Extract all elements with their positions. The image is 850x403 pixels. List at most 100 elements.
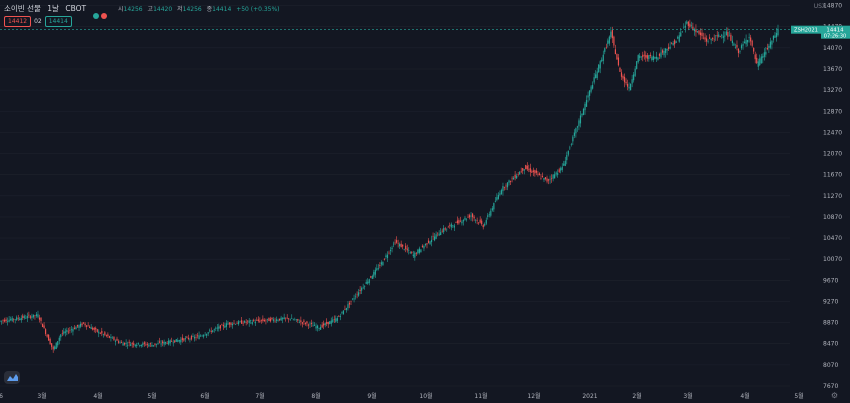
candle-body <box>511 178 513 180</box>
candle-body <box>628 86 630 89</box>
candle-body <box>411 251 413 253</box>
candle-body <box>610 31 612 38</box>
candle-body <box>753 47 755 52</box>
candle-body <box>482 225 484 228</box>
candle-body <box>742 44 744 46</box>
candle-body <box>740 45 743 49</box>
candle-body <box>479 219 481 223</box>
candle-body <box>756 57 758 63</box>
candle-body <box>698 30 700 34</box>
candle-body <box>20 318 22 321</box>
time-tick-label: 2월 <box>632 392 641 400</box>
candle-body <box>192 336 194 337</box>
candle-body <box>140 344 142 347</box>
candle-body <box>204 334 206 336</box>
candle-body <box>666 48 668 51</box>
candle-body <box>657 57 659 60</box>
candle-body <box>63 331 65 334</box>
candle-body <box>471 213 474 218</box>
ask-button[interactable]: 14414 <box>44 16 72 27</box>
time-tick-label: 6월 <box>200 392 209 400</box>
price-tick-label: 14870 <box>823 3 842 10</box>
candle-body <box>48 334 50 341</box>
candle-body <box>417 249 419 254</box>
candle-body <box>576 126 579 128</box>
candle-body <box>661 50 664 53</box>
candle-body <box>528 169 530 170</box>
candle-body <box>215 327 217 329</box>
candle-body <box>455 222 457 223</box>
time-tick-label: 11월 <box>474 392 487 400</box>
candle-body <box>481 220 483 225</box>
candle-body <box>520 171 522 172</box>
candle-body <box>277 320 279 321</box>
candle-series <box>0 19 779 353</box>
candle-body <box>461 221 463 224</box>
open-value: 14256 <box>123 6 143 13</box>
candle-body <box>254 321 256 324</box>
candle-body <box>450 224 452 228</box>
candle-body <box>263 320 265 322</box>
symbol-name[interactable]: 소이빈 선물 <box>4 4 41 13</box>
candle-body <box>102 334 104 335</box>
candle-body <box>371 275 373 279</box>
candle-body <box>563 163 565 166</box>
candle-body <box>300 320 302 322</box>
price-tick-label: 10470 <box>823 235 842 242</box>
candle-body <box>420 249 422 253</box>
candle-body <box>592 84 594 89</box>
candle-body <box>459 220 462 222</box>
candle-body <box>350 300 352 302</box>
candle-body <box>257 319 259 321</box>
spread-value: 02 <box>34 18 42 25</box>
candle-body <box>124 342 126 345</box>
candle-body <box>66 329 68 332</box>
candle-body <box>438 233 440 236</box>
bid-button[interactable]: 14412 <box>4 16 32 27</box>
price-tick-label: 9670 <box>823 277 838 284</box>
candle-body <box>72 328 74 332</box>
candle-body <box>199 335 202 337</box>
candle-body <box>338 316 340 318</box>
candle-body <box>607 40 609 44</box>
candle-body <box>336 318 338 321</box>
chart-header: 소이빈 선물 1날 CBOT <box>4 3 90 14</box>
candle-body <box>497 194 500 199</box>
candle-body <box>81 323 83 326</box>
candle-body <box>247 320 249 322</box>
candle-body <box>774 35 776 38</box>
ohlc-legend: 시14256 고14420 저14256 종14414 +50 (+0.35%) <box>118 4 283 13</box>
candle-body <box>6 321 9 322</box>
candle-body <box>256 319 258 321</box>
time-tick-label: 5월 <box>794 392 803 400</box>
candle-body <box>125 342 127 344</box>
candle-body <box>347 304 349 309</box>
candle-body <box>309 323 311 325</box>
candle-body <box>508 180 510 183</box>
time-tick-label: 12월 <box>527 392 540 400</box>
candle-body <box>26 316 28 319</box>
candle-body <box>345 307 348 310</box>
candle-body <box>95 327 97 330</box>
candle-body <box>701 32 703 37</box>
candle-body <box>96 329 98 332</box>
candle-body <box>342 310 345 315</box>
time-tick-label: 4월 <box>740 392 749 400</box>
candle-body <box>248 320 250 324</box>
candle-body <box>361 288 363 291</box>
candle-body <box>154 343 156 345</box>
candle-body <box>777 28 779 36</box>
candle-body <box>142 343 144 346</box>
candle-body <box>760 56 762 64</box>
tradingview-logo-icon[interactable] <box>4 371 20 384</box>
interval-label[interactable]: 1날 <box>47 4 59 13</box>
candle-body <box>242 322 244 324</box>
settings-icon[interactable]: ⚙ <box>830 391 838 400</box>
candle-body <box>228 322 231 325</box>
candle-body <box>34 315 36 317</box>
candle-body <box>579 115 582 124</box>
time-tick-label: 2021 <box>582 393 597 400</box>
candle-body <box>634 68 636 76</box>
candle-body <box>139 345 141 347</box>
